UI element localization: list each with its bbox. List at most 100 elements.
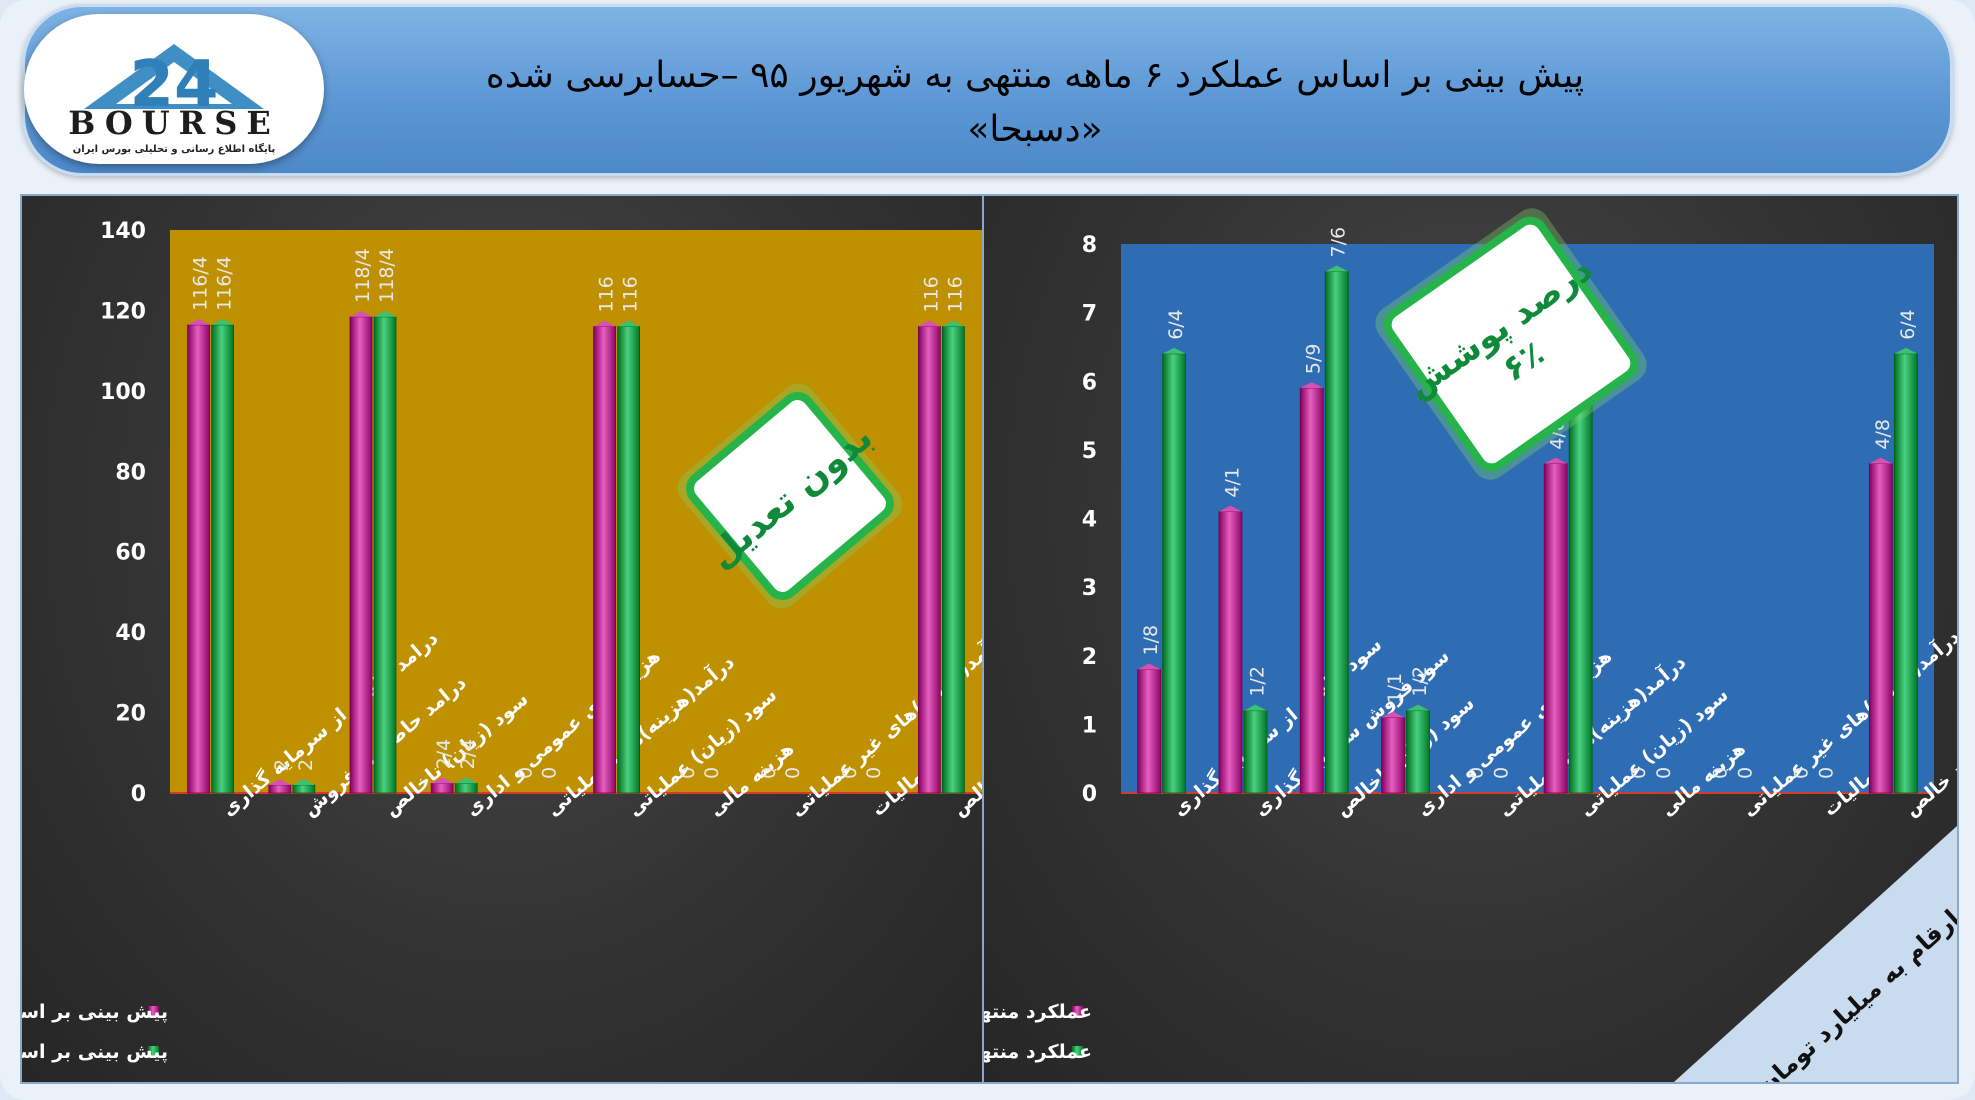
data-label: 2 xyxy=(295,759,317,771)
bar-cap xyxy=(374,310,396,317)
y-tick-label: 20 xyxy=(115,702,146,727)
bar xyxy=(292,784,316,794)
bar xyxy=(1868,463,1893,794)
bar xyxy=(187,324,211,794)
y-tick-label: 120 xyxy=(100,299,146,324)
logo-mark: 24 xyxy=(84,44,264,122)
y-tick-label: 2 xyxy=(1082,645,1097,670)
bar-cap xyxy=(593,320,616,327)
bar-cap xyxy=(350,310,372,317)
corner-note: ارقام به میلیارد تومان xyxy=(1674,826,1957,1082)
bar xyxy=(211,324,235,794)
bar-cap xyxy=(211,318,234,325)
data-label: 0 xyxy=(1653,767,1675,779)
bar xyxy=(1299,387,1324,794)
legend-label: پیش بینی بر اساس عملکرد ۶ ماهه xyxy=(22,1041,168,1063)
data-label: 0 xyxy=(701,767,723,779)
y-tick-label: 0 xyxy=(131,782,146,807)
bar xyxy=(1543,463,1568,794)
y-tick-label: 7 xyxy=(1082,302,1097,327)
logo-number: 24 xyxy=(129,48,218,122)
data-label: 118/4 xyxy=(352,248,374,303)
data-label: 0 xyxy=(538,767,560,779)
data-label: 1/1 xyxy=(1384,673,1406,704)
y-tick-label: 80 xyxy=(115,460,146,485)
badge-box xyxy=(1383,216,1639,472)
legend-label: عملکرد منتهی به ۹۴/۰۶/۳۱ xyxy=(984,1001,1092,1023)
page-title: پیش بینی بر اساس عملکرد ۶ ماهه منتهی به … xyxy=(485,55,1585,96)
bar xyxy=(1218,511,1243,794)
right-chart-panel: 0 1 2 3 4 5 6 7 8 1/8 6/4 سود حاصل از سرمایه گذاری 4… xyxy=(982,194,1959,1084)
data-label: 0 xyxy=(677,767,699,779)
data-label: 1/2 xyxy=(1409,666,1431,697)
legend-swatch xyxy=(1072,1046,1083,1057)
bourse24-logo: 24 BOURSE پایگاه اطلاع رسانی و تحلیلی بو… xyxy=(24,14,324,164)
data-label: 5/9 xyxy=(1303,344,1325,375)
legend-label: پیش بینی بر اساس عملکرد ۳ ماهه xyxy=(22,1001,168,1023)
y-tick-label: 140 xyxy=(100,219,146,244)
y-tick-label: 5 xyxy=(1082,439,1097,464)
bar-cap xyxy=(1243,704,1267,711)
bar-cap xyxy=(1869,457,1893,464)
data-label: 0 xyxy=(1628,767,1650,779)
y-tick-label: 100 xyxy=(100,380,146,405)
bar-cap xyxy=(1406,704,1430,711)
legend-swatch xyxy=(1072,1006,1083,1017)
data-label: 0 xyxy=(863,767,885,779)
bar-cap xyxy=(1544,457,1568,464)
bar-cap xyxy=(431,777,454,784)
data-label: 6/4 xyxy=(1165,309,1187,340)
bar xyxy=(349,316,373,794)
data-label: 118/4 xyxy=(376,248,398,303)
data-label: 116/4 xyxy=(214,256,236,311)
bar xyxy=(1137,669,1162,794)
y-tick-label: 6 xyxy=(1082,370,1097,395)
data-label: 0 xyxy=(782,767,804,779)
data-label: 116 xyxy=(920,276,942,312)
data-label: 0 xyxy=(1465,767,1487,779)
bar-cap xyxy=(1381,711,1405,718)
bar-cap xyxy=(1137,663,1161,670)
data-label: 0 xyxy=(839,767,861,779)
data-label: 116/4 xyxy=(190,256,212,311)
bar xyxy=(1324,271,1349,794)
bar-cap xyxy=(1325,265,1349,272)
bar-cap xyxy=(292,778,315,785)
data-label: 0 xyxy=(1816,767,1838,779)
corner-note-triangle xyxy=(1674,826,1957,1082)
bar-cap xyxy=(918,320,941,327)
annotation-badge: بدون تعدیل xyxy=(677,383,903,609)
bar xyxy=(593,326,616,794)
bar xyxy=(454,782,478,794)
badge-box xyxy=(686,392,894,600)
left-chart-panel: 0 20 40 60 80 100 120 140 116/4 116/4 درامد حاصل ا… xyxy=(20,194,984,1084)
data-label: 1/2 xyxy=(1246,666,1268,697)
data-label: 0 xyxy=(514,767,536,779)
page-subtitle: «دسبحا» xyxy=(967,109,1103,150)
logo-subtitle: پایگاه اطلاع رسانی و تحلیلی بورس ایران xyxy=(72,144,276,155)
bar xyxy=(1162,353,1187,794)
bar-cap xyxy=(1894,347,1918,354)
data-label: 1/8 xyxy=(1140,625,1162,656)
data-label: 4/8 xyxy=(1872,419,1894,450)
bar-cap xyxy=(1218,505,1242,512)
legend-swatch xyxy=(148,1046,159,1057)
data-label: 0 xyxy=(1709,767,1731,779)
bar xyxy=(942,326,965,794)
bar-cap xyxy=(455,777,478,784)
bar xyxy=(373,316,397,794)
header-banner: پیش بینی بر اساس عملکرد ۶ ماهه منتهی به … xyxy=(22,4,1953,176)
bar-cap xyxy=(942,320,965,327)
bar xyxy=(430,782,454,794)
data-label: 2 xyxy=(271,759,293,771)
data-label: 4/1 xyxy=(1221,467,1243,498)
y-tick-label: 4 xyxy=(1082,508,1097,533)
data-label: 0 xyxy=(758,767,780,779)
bar-cap xyxy=(1162,347,1186,354)
legend-swatch xyxy=(148,1006,159,1017)
bar xyxy=(918,326,941,794)
bar xyxy=(1893,353,1918,794)
